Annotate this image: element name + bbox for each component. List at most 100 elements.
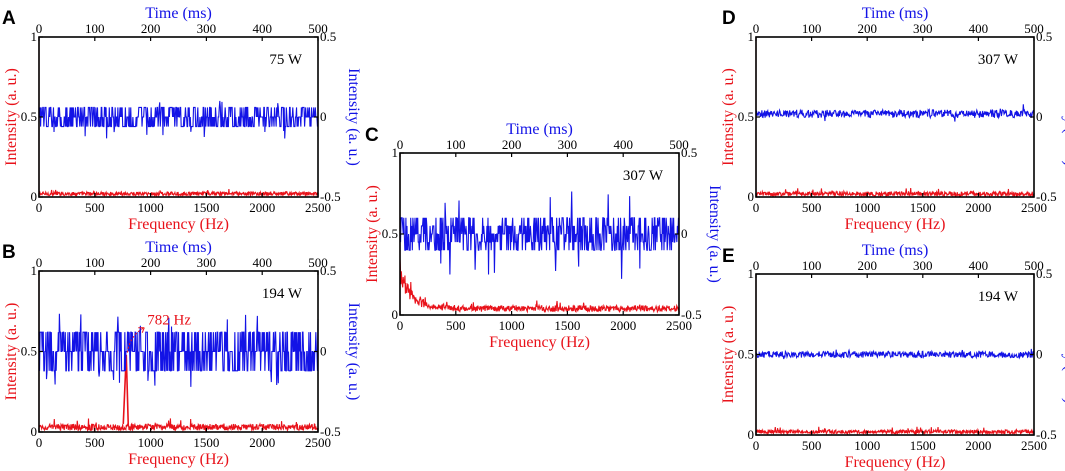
y-left-tick-label: 0.5 <box>21 109 37 124</box>
y-right-tick-label: 0.5 <box>1036 266 1052 281</box>
y-left-tick-label: 0.5 <box>738 109 754 124</box>
y-left-tick-label: 0 <box>748 427 755 442</box>
x-top-tick-label: 500 <box>1024 258 1044 273</box>
x-top-tick-label: 0 <box>36 21 43 36</box>
x-top-tick-label: 200 <box>857 258 877 273</box>
panel-letter: A <box>2 8 16 29</box>
x-top-axis-title: Time (ms) <box>862 242 929 259</box>
y-right-tick-label: 0 <box>320 109 327 124</box>
panel-a: 0 500 1000 1500 2000 2500 0 100 200 300 400 500 0 0.5… <box>2 5 362 233</box>
x-bottom-axis-title: Frequency (Hz) <box>845 216 946 233</box>
time-series <box>755 104 1035 122</box>
x-bottom-tick-label: 500 <box>802 438 822 453</box>
x-top-tick-label: 100 <box>85 21 105 36</box>
y-left-tick-label: 1 <box>748 266 755 281</box>
x-top-tick-label: 300 <box>197 255 217 270</box>
y-left-tick-label: 0.5 <box>738 347 754 362</box>
x-bottom-tick-label: 1000 <box>854 200 880 215</box>
y-right-tick-label: 0.5 <box>320 263 336 278</box>
panel-e: 0 500 1000 1500 2000 2500 0 100 200 300 400 500 0 0.5… <box>720 242 1065 471</box>
y-right-tick-label: -0.5 <box>1036 189 1057 204</box>
y-right-axis-title: Intensity (a. u.) <box>1061 68 1065 166</box>
panel-d: 0 500 1000 1500 2000 2500 0 100 200 300 400 500 0 0.5… <box>720 5 1065 233</box>
panel-letter: C <box>365 125 379 146</box>
y-left-axis-title: Intensity (a. u.) <box>364 185 381 283</box>
x-top-axis-title: Time (ms) <box>145 5 212 22</box>
x-bottom-tick-label: 500 <box>446 318 466 333</box>
y-right-tick-label: 0.5 <box>681 145 697 160</box>
y-right-axis-title: Intensity (a. u.) <box>706 185 723 283</box>
x-bottom-tick-label: 0 <box>397 318 404 333</box>
panel-letter: D <box>722 8 736 29</box>
x-top-axis-title: Time (ms) <box>145 239 212 256</box>
x-bottom-tick-label: 2500 <box>1021 200 1047 215</box>
y-left-tick-label: 0 <box>31 424 38 439</box>
x-top-tick-label: 500 <box>669 137 689 152</box>
x-bottom-tick-label: 1000 <box>138 435 164 450</box>
x-top-tick-label: 500 <box>308 21 328 36</box>
x-bottom-tick-label: 0 <box>753 438 760 453</box>
x-bottom-tick-label: 2500 <box>305 435 331 450</box>
x-bottom-tick-label: 2500 <box>666 318 692 333</box>
power-label: 194 W <box>262 286 303 302</box>
panel-b: 0 500 1000 1500 2000 2500 0 100 200 300 400 500 0 0.5… <box>2 239 362 468</box>
y-left-axis-title: Intensity (a. u.) <box>720 68 737 166</box>
y-right-tick-label: -0.5 <box>681 307 702 322</box>
frequency-series <box>399 153 680 315</box>
x-top-tick-label: 200 <box>857 21 877 36</box>
x-top-tick-label: 100 <box>446 137 466 152</box>
frequency-series <box>38 37 319 198</box>
panel-letter: E <box>722 246 735 267</box>
x-bottom-tick-label: 1000 <box>499 318 525 333</box>
frequency-series <box>38 271 319 433</box>
annotation-arrow <box>126 327 145 353</box>
y-left-axis-title: Intensity (a. u.) <box>720 306 737 404</box>
x-top-tick-label: 400 <box>969 258 989 273</box>
y-left-tick-label: 0 <box>748 189 755 204</box>
x-bottom-tick-label: 1500 <box>193 435 219 450</box>
x-bottom-tick-label: 1500 <box>910 438 936 453</box>
x-top-tick-label: 500 <box>308 255 328 270</box>
power-label: 307 W <box>623 168 664 184</box>
peak-annotation: 782 Hz <box>147 313 191 329</box>
x-top-tick-label: 100 <box>802 21 822 36</box>
x-bottom-axis-title: Frequency (Hz) <box>845 454 946 471</box>
y-left-tick-label: 0 <box>31 189 38 204</box>
x-bottom-axis-title: Frequency (Hz) <box>489 334 590 351</box>
x-top-tick-label: 0 <box>36 255 43 270</box>
y-left-tick-label: 0.5 <box>21 344 37 359</box>
x-bottom-tick-label: 2500 <box>305 200 331 215</box>
x-top-tick-label: 500 <box>1024 21 1044 36</box>
x-bottom-tick-label: 2000 <box>610 318 636 333</box>
x-top-axis-title: Time (ms) <box>862 5 929 22</box>
x-top-tick-label: 400 <box>252 255 272 270</box>
x-top-tick-label: 0 <box>753 258 760 273</box>
y-right-tick-label: 0.5 <box>320 29 336 44</box>
x-top-tick-label: 300 <box>197 21 217 36</box>
power-label: 75 W <box>269 52 302 68</box>
y-left-tick-label: 1 <box>31 263 38 278</box>
x-bottom-tick-label: 0 <box>753 200 760 215</box>
frequency-series <box>755 37 1035 198</box>
x-top-tick-label: 300 <box>913 258 933 273</box>
x-bottom-tick-label: 1000 <box>138 200 164 215</box>
panel-c: 0 500 1000 1500 2000 2500 0 100 200 300 400 500 0 0.5… <box>364 121 723 351</box>
y-left-axis-title: Intensity (a. u.) <box>3 303 20 401</box>
x-top-tick-label: 0 <box>397 137 404 152</box>
x-top-tick-label: 200 <box>141 21 161 36</box>
x-bottom-axis-title: Frequency (Hz) <box>128 451 229 468</box>
x-top-tick-label: 100 <box>802 258 822 273</box>
x-top-tick-label: 100 <box>85 255 105 270</box>
y-right-tick-label: -0.5 <box>1036 427 1057 442</box>
y-left-tick-label: 0.5 <box>382 226 398 241</box>
x-top-tick-label: 300 <box>558 137 578 152</box>
x-bottom-tick-label: 1500 <box>554 318 580 333</box>
x-top-tick-label: 0 <box>753 21 760 36</box>
x-top-tick-label: 200 <box>141 255 161 270</box>
time-series <box>755 348 1035 360</box>
y-left-tick-label: 1 <box>748 29 755 44</box>
x-bottom-tick-label: 2500 <box>1021 438 1047 453</box>
power-label: 194 W <box>978 289 1019 305</box>
x-top-tick-label: 300 <box>913 21 933 36</box>
x-bottom-tick-label: 0 <box>36 435 43 450</box>
